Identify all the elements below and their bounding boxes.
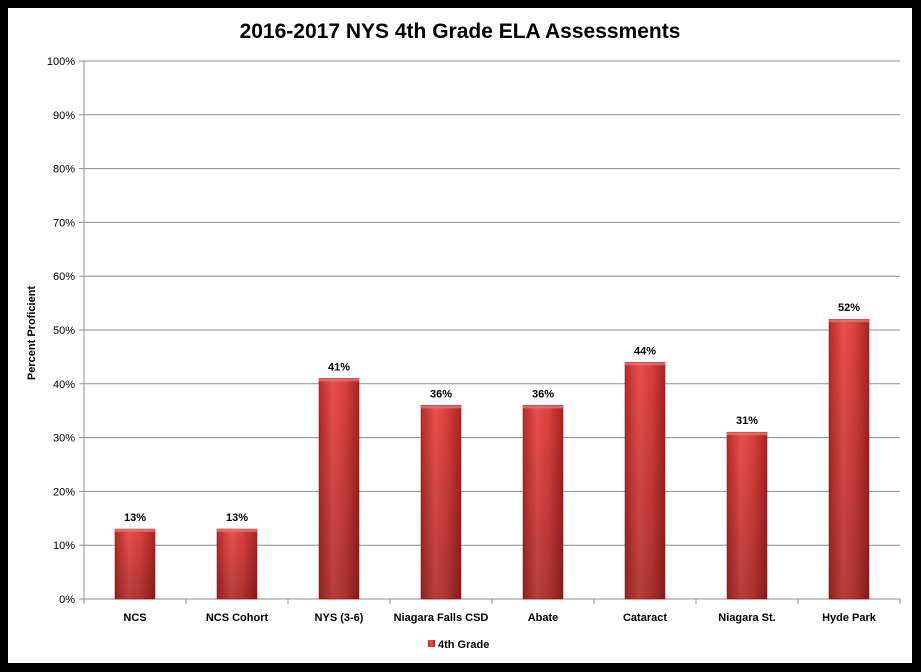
- data-labels: 13% 13% 41% 36% 36% 44% 31% 52%: [124, 302, 860, 524]
- x-tick-label: Niagara Falls CSD: [394, 612, 489, 624]
- y-axis-ticks: 0% 10% 20% 30% 40% 50% 60% 70% 80% 90% 100%: [47, 56, 75, 606]
- y-tick-label: 100%: [47, 56, 75, 68]
- data-label: 31%: [736, 415, 758, 427]
- gridlines: [79, 60, 901, 604]
- x-tick-label: Abate: [528, 612, 559, 624]
- x-tick-label: Hyde Park: [822, 612, 877, 624]
- x-tick-label: Niagara St.: [718, 612, 775, 624]
- y-tick-label: 50%: [53, 325, 75, 337]
- bar-top-highlight: [217, 529, 257, 533]
- x-tick-label: Cataract: [623, 612, 667, 624]
- bars: [114, 318, 870, 600]
- data-label: 36%: [430, 388, 452, 400]
- chart-title: 2016-2017 NYS 4th Grade ELA Assessments: [240, 20, 681, 43]
- bar-top-highlight: [523, 405, 563, 409]
- data-label: 36%: [532, 388, 554, 400]
- y-tick-label: 60%: [53, 271, 75, 283]
- y-tick-label: 20%: [53, 486, 75, 498]
- data-label: 13%: [226, 512, 248, 524]
- x-axis-ticks: NCS NCS Cohort NYS (3-6) Niagara Falls CSD A…: [123, 612, 876, 624]
- x-tick-label: NCS: [123, 612, 146, 624]
- y-tick-label: 80%: [53, 164, 75, 176]
- y-tick-label: 40%: [53, 379, 75, 391]
- y-tick-label: 0%: [59, 594, 75, 606]
- bar-shade: [829, 319, 869, 599]
- legend: 4th Grade: [428, 639, 489, 651]
- legend-swatch: [428, 640, 435, 647]
- bar-shade: [727, 432, 767, 599]
- x-tick-label: NCS Cohort: [206, 612, 269, 624]
- x-tick-label: NYS (3-6): [315, 612, 364, 624]
- bar-shade: [421, 405, 461, 599]
- y-tick-label: 10%: [53, 540, 75, 552]
- legend-label: 4th Grade: [438, 639, 489, 651]
- bar-chart: 2016-2017 NYS 4th Grade ELA Assessments …: [26, 20, 901, 651]
- bar-shade: [523, 405, 563, 599]
- bar-shade: [625, 362, 665, 599]
- y-tick-label: 70%: [53, 217, 75, 229]
- bar-top-highlight: [115, 529, 155, 533]
- data-label: 13%: [124, 512, 146, 524]
- y-axis-title: Percent Proficient: [26, 286, 38, 380]
- bar-shade: [319, 378, 359, 599]
- bar-top-highlight: [421, 405, 461, 409]
- bar-shade: [115, 529, 155, 599]
- data-label: 41%: [328, 361, 350, 373]
- bar-top-highlight: [319, 378, 359, 382]
- y-tick-label: 90%: [53, 110, 75, 122]
- bar-shade: [217, 529, 257, 599]
- chart-frame: 2016-2017 NYS 4th Grade ELA Assessments …: [8, 8, 912, 663]
- y-tick-label: 30%: [53, 433, 75, 445]
- data-label: 44%: [634, 345, 656, 357]
- bar-top-highlight: [727, 432, 767, 436]
- bar-top-highlight: [829, 319, 869, 323]
- data-label: 52%: [838, 302, 860, 314]
- bar-top-highlight: [625, 362, 665, 366]
